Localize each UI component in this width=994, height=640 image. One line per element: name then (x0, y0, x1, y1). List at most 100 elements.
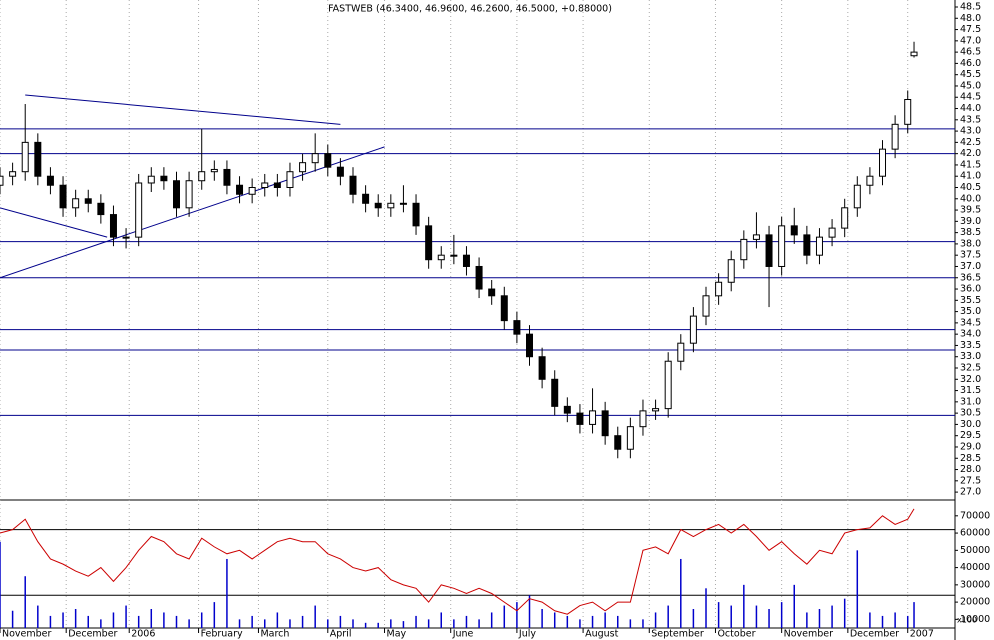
candle-body (147, 175, 155, 184)
y-tick-label: 36.5 (960, 272, 981, 283)
chart-title: FASTWEB (46.3400, 46.9600, 46.2600, 46.5… (328, 4, 612, 15)
x-tick-label: April (330, 629, 352, 640)
candle-body (135, 182, 143, 238)
x-tick-label: November (784, 629, 834, 640)
volume-tick-label: 30000 (960, 579, 990, 590)
x-tick-label: June (452, 629, 474, 640)
y-tick-label: 27.5 (960, 475, 981, 486)
y-tick-label: 35.0 (960, 306, 981, 317)
candle-body (765, 234, 773, 267)
candle-body (866, 175, 874, 186)
candle-body (576, 412, 584, 425)
candle-body (815, 236, 823, 256)
candle-body (236, 184, 244, 195)
candle-body (727, 259, 735, 283)
candle-body (210, 168, 218, 173)
candle-body (790, 225, 798, 236)
candle-body (639, 410, 647, 428)
candle-body (589, 410, 597, 425)
candle-body (702, 295, 710, 317)
trend-line (0, 207, 108, 238)
candle-body (84, 198, 92, 204)
y-tick-label: 48.0 (960, 13, 981, 24)
candle-body (21, 141, 29, 173)
x-tick-label: July (518, 629, 536, 640)
candle-body (841, 207, 849, 229)
candle-body (374, 202, 382, 209)
candle-body (387, 202, 395, 209)
candle-body (46, 175, 54, 186)
candle-body (97, 202, 105, 216)
x-tick-label: October (717, 629, 755, 640)
candle-body (412, 202, 420, 227)
candle-body (34, 141, 42, 177)
candle-body (286, 171, 294, 189)
y-tick-label: 39.5 (960, 205, 981, 216)
y-tick-label: 42.5 (960, 137, 981, 148)
trend-line (25, 94, 341, 125)
candle-body (450, 254, 458, 257)
candle-body (538, 356, 546, 380)
candle-body (299, 162, 307, 173)
candle-body (879, 148, 887, 177)
volume-tick-label: 60000 (960, 528, 990, 539)
candle-body (198, 171, 206, 182)
candle-body (336, 166, 344, 177)
candle-body (311, 153, 319, 164)
candle-body (488, 288, 496, 297)
candle-body (185, 180, 193, 209)
x-tick-label: September (651, 629, 704, 640)
candle-body (273, 182, 281, 189)
volume-tick-label: 20000 (960, 597, 990, 608)
candle-body (324, 153, 332, 168)
candle-body (399, 202, 407, 205)
x-tick-label: August (585, 629, 619, 640)
y-tick-label: 35.5 (960, 295, 981, 306)
y-tick-label: 40.0 (960, 193, 981, 204)
trend-line (0, 146, 385, 279)
candle-body (173, 180, 181, 209)
candle-body (72, 198, 80, 209)
x-tick-label: December (68, 629, 117, 640)
y-tick-label: 48.5 (960, 1, 981, 12)
y-tick-label: 46.5 (960, 47, 981, 58)
candle-body (109, 214, 117, 238)
y-tick-label: 27.0 (960, 487, 981, 498)
y-tick-label: 42.0 (960, 148, 981, 159)
y-tick-label: 34.0 (960, 329, 981, 340)
y-tick-label: 31.0 (960, 396, 981, 407)
y-tick-label: 29.0 (960, 441, 981, 452)
y-tick-label: 41.0 (960, 171, 981, 182)
y-tick-label: 46.0 (960, 58, 981, 69)
candle-body (349, 175, 357, 195)
candle-body (614, 435, 622, 450)
candle-body (0, 175, 4, 186)
candle-body (248, 187, 256, 195)
candle-body (715, 281, 723, 297)
volume-line (0, 508, 915, 615)
candle-body (261, 182, 269, 189)
y-tick-label: 37.5 (960, 250, 981, 261)
volume-tick-label: 70000 (960, 510, 990, 521)
y-tick-label: 39.0 (960, 216, 981, 227)
y-tick-label: 38.5 (960, 227, 981, 238)
y-tick-label: 31.5 (960, 385, 981, 396)
volume-unit: x100 (957, 616, 977, 625)
y-tick-label: 45.0 (960, 80, 981, 91)
candle-body (500, 295, 508, 322)
candle-body (853, 184, 861, 209)
candle-body (122, 236, 130, 239)
candle-body (891, 123, 899, 150)
y-tick-label: 41.5 (960, 159, 981, 170)
candle-body (740, 238, 748, 261)
y-tick-label: 34.5 (960, 317, 981, 328)
candle-body (160, 175, 168, 182)
candle-body (601, 410, 609, 437)
y-tick-label: 44.5 (960, 92, 981, 103)
candle-body (626, 426, 634, 450)
y-tick-label: 47.0 (960, 35, 981, 46)
candle-body (475, 265, 483, 290)
y-tick-label: 28.5 (960, 453, 981, 464)
y-tick-label: 32.5 (960, 363, 981, 374)
candle-body (526, 333, 534, 358)
